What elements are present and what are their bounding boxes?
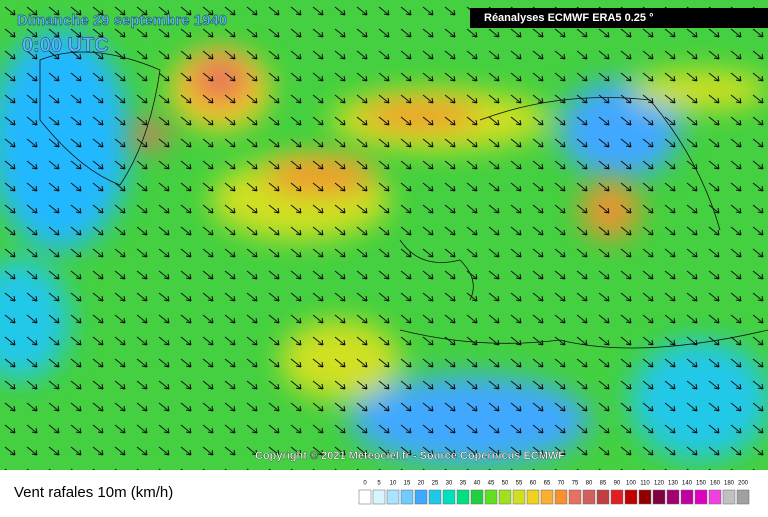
legend-label: 85 bbox=[600, 481, 607, 487]
legend-label: 160 bbox=[710, 481, 721, 487]
legend-swatch bbox=[540, 489, 554, 505]
legend-label: 80 bbox=[586, 481, 593, 487]
legend-label: 140 bbox=[682, 481, 693, 487]
legend-swatch bbox=[456, 489, 470, 505]
legend-label: 55 bbox=[516, 481, 523, 487]
copyright: Copyright © 2021 Meteociel.fr - Source C… bbox=[255, 450, 565, 462]
legend-label: 75 bbox=[572, 481, 579, 487]
legend-swatch bbox=[470, 489, 484, 505]
legend-swatch bbox=[652, 489, 666, 505]
legend-swatch bbox=[358, 489, 372, 505]
legend-swatch bbox=[512, 489, 526, 505]
legend-swatch bbox=[610, 489, 624, 505]
legend-label: 15 bbox=[404, 481, 411, 487]
legend-label: 60 bbox=[530, 481, 537, 487]
legend-label: 150 bbox=[696, 481, 707, 487]
legend-label: 90 bbox=[614, 481, 621, 487]
legend-swatch bbox=[666, 489, 680, 505]
legend-swatch bbox=[442, 489, 456, 505]
legend-title: Vent rafales 10m (km/h) bbox=[14, 484, 173, 501]
legend-swatch bbox=[484, 489, 498, 505]
legend-swatch bbox=[372, 489, 386, 505]
legend-swatch bbox=[582, 489, 596, 505]
legend-swatch bbox=[736, 489, 750, 505]
legend-label: 180 bbox=[724, 481, 735, 487]
legend-swatch bbox=[526, 489, 540, 505]
legend-label: 20 bbox=[418, 481, 425, 487]
legend-label: 25 bbox=[432, 481, 439, 487]
legend-swatch bbox=[680, 489, 694, 505]
legend-label: 0 bbox=[363, 481, 367, 487]
legend-swatch bbox=[400, 489, 414, 505]
legend-swatch bbox=[694, 489, 708, 505]
legend-label: 200 bbox=[738, 481, 749, 487]
color-scale: 0 5 10 15 20 25 30 35 40 45 50 55 60 65 70 75 80 85 90 100 1… bbox=[358, 481, 750, 505]
legend-swatch bbox=[568, 489, 582, 505]
legend-label: 100 bbox=[626, 481, 637, 487]
legend-label: 5 bbox=[377, 481, 381, 487]
date: Dimanche 29 septembre 1940 bbox=[17, 12, 227, 29]
source: Réanalyses ECMWF ERA5 0.25 ° bbox=[484, 12, 653, 24]
legend-swatch bbox=[708, 489, 722, 505]
time: 0:00 UTC bbox=[22, 34, 109, 56]
legend-label: 10 bbox=[390, 481, 397, 487]
legend-swatch bbox=[498, 489, 512, 505]
legend-label: 50 bbox=[502, 481, 509, 487]
legend-label: 110 bbox=[640, 481, 650, 487]
legend-label: 30 bbox=[446, 481, 453, 487]
legend-swatch bbox=[414, 489, 428, 505]
legend-label: 120 bbox=[654, 481, 665, 487]
legend-label: 35 bbox=[460, 481, 467, 487]
legend-label: 45 bbox=[488, 481, 495, 487]
legend-swatch bbox=[722, 489, 736, 505]
wind-field bbox=[0, 0, 768, 470]
legend-swatch bbox=[428, 489, 442, 505]
legend-label: 70 bbox=[558, 481, 565, 487]
legend-label: 40 bbox=[474, 481, 481, 487]
source-box bbox=[470, 8, 768, 28]
legend-swatch bbox=[554, 489, 568, 505]
legend-swatch bbox=[386, 489, 400, 505]
legend-label: 65 bbox=[544, 481, 551, 487]
legend-swatch bbox=[638, 489, 652, 505]
legend-swatch bbox=[624, 489, 638, 505]
legend-swatch bbox=[596, 489, 610, 505]
legend-label: 130 bbox=[668, 481, 679, 487]
